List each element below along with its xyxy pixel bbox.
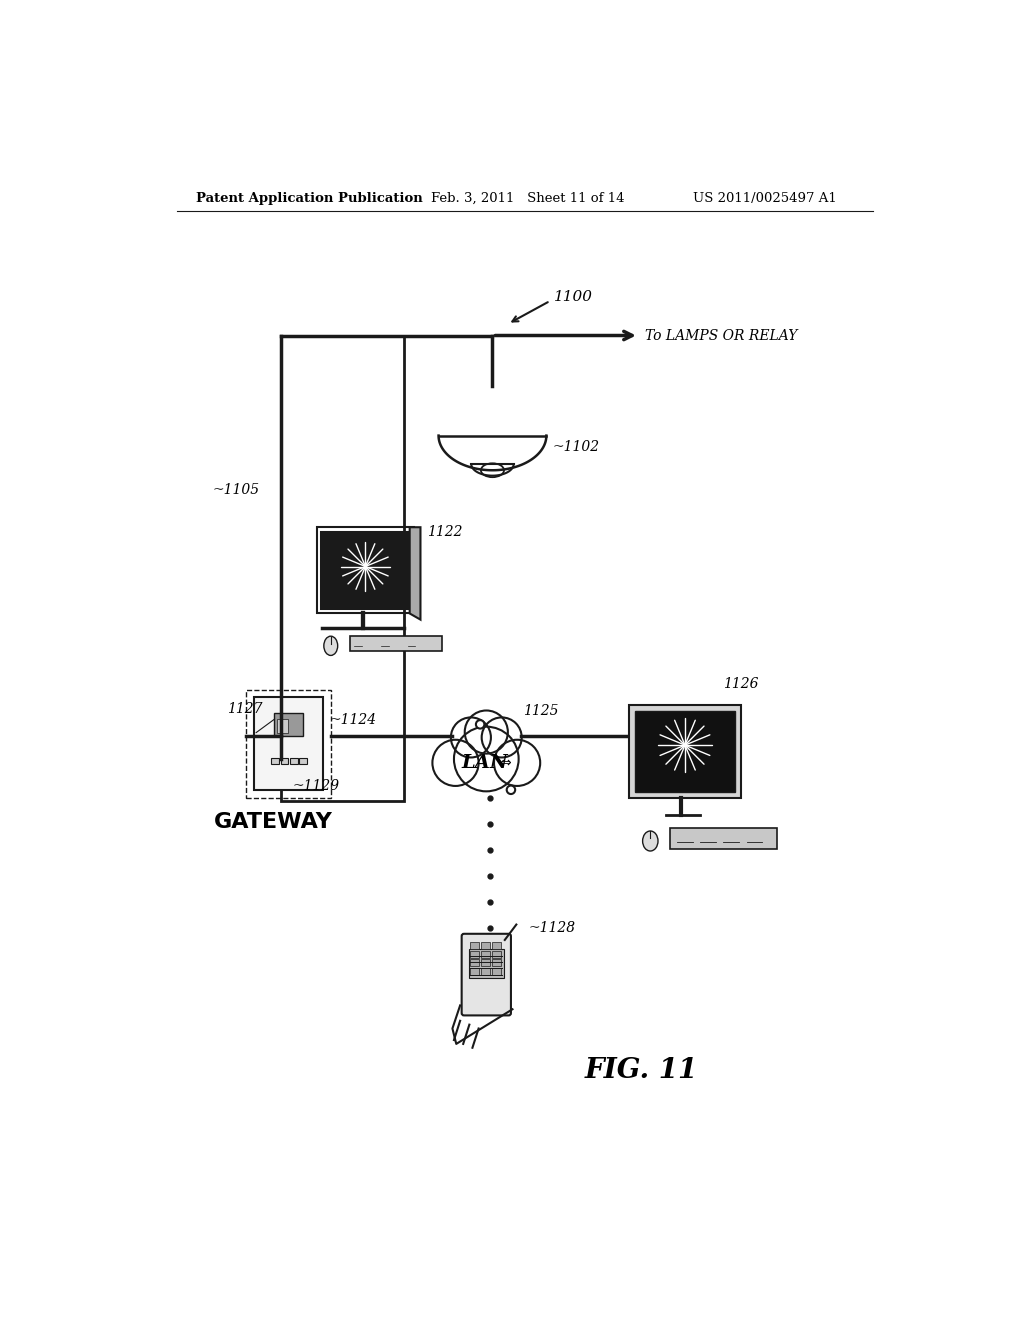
FancyBboxPatch shape <box>322 532 410 609</box>
Text: ~1102: ~1102 <box>553 440 600 454</box>
Text: To LAMPS OR RELAY: To LAMPS OR RELAY <box>645 329 798 342</box>
FancyBboxPatch shape <box>299 758 307 764</box>
Text: US 2011/0025497 A1: US 2011/0025497 A1 <box>692 191 837 205</box>
FancyBboxPatch shape <box>629 705 741 797</box>
Circle shape <box>432 739 478 785</box>
Text: 1100: 1100 <box>554 290 593 304</box>
Text: ~1105: ~1105 <box>213 483 260 496</box>
FancyBboxPatch shape <box>470 942 479 949</box>
Text: FIG. 11: FIG. 11 <box>585 1057 698 1084</box>
FancyBboxPatch shape <box>492 942 501 949</box>
Circle shape <box>465 710 508 754</box>
FancyBboxPatch shape <box>276 719 288 733</box>
FancyBboxPatch shape <box>635 711 735 792</box>
FancyBboxPatch shape <box>481 968 490 974</box>
FancyBboxPatch shape <box>281 758 289 764</box>
Circle shape <box>507 785 515 795</box>
Text: Patent Application Publication: Patent Application Publication <box>196 191 423 205</box>
Polygon shape <box>410 527 421 619</box>
Circle shape <box>476 721 484 729</box>
FancyBboxPatch shape <box>470 950 479 958</box>
FancyBboxPatch shape <box>350 636 442 651</box>
FancyBboxPatch shape <box>470 968 479 974</box>
FancyBboxPatch shape <box>492 950 501 958</box>
FancyBboxPatch shape <box>462 933 511 1015</box>
Text: 1122: 1122 <box>427 525 463 539</box>
Text: ~1129: ~1129 <box>292 779 339 793</box>
Text: 1125: 1125 <box>523 704 559 718</box>
FancyBboxPatch shape <box>492 968 501 974</box>
Circle shape <box>481 718 521 758</box>
FancyBboxPatch shape <box>481 950 490 958</box>
FancyBboxPatch shape <box>481 960 490 966</box>
Text: Feb. 3, 2011   Sheet 11 of 14: Feb. 3, 2011 Sheet 11 of 14 <box>431 191 625 205</box>
Text: LAN: LAN <box>462 754 508 772</box>
Circle shape <box>454 726 518 792</box>
FancyBboxPatch shape <box>481 942 490 949</box>
FancyBboxPatch shape <box>273 713 303 737</box>
Ellipse shape <box>324 636 338 656</box>
Circle shape <box>451 718 490 758</box>
Text: 1126: 1126 <box>724 677 759 692</box>
Text: ~1124: ~1124 <box>330 713 377 727</box>
FancyBboxPatch shape <box>290 758 298 764</box>
Text: ~1128: ~1128 <box>528 921 575 936</box>
Text: GATEWAY: GATEWAY <box>214 812 333 833</box>
FancyBboxPatch shape <box>271 758 280 764</box>
FancyBboxPatch shape <box>470 960 479 966</box>
FancyBboxPatch shape <box>254 697 323 789</box>
Ellipse shape <box>643 832 658 851</box>
FancyBboxPatch shape <box>469 949 504 978</box>
Text: ⇔: ⇔ <box>500 756 511 770</box>
Text: 1127: 1127 <box>226 702 262 715</box>
FancyBboxPatch shape <box>670 828 777 850</box>
FancyBboxPatch shape <box>492 960 501 966</box>
Circle shape <box>494 739 541 785</box>
